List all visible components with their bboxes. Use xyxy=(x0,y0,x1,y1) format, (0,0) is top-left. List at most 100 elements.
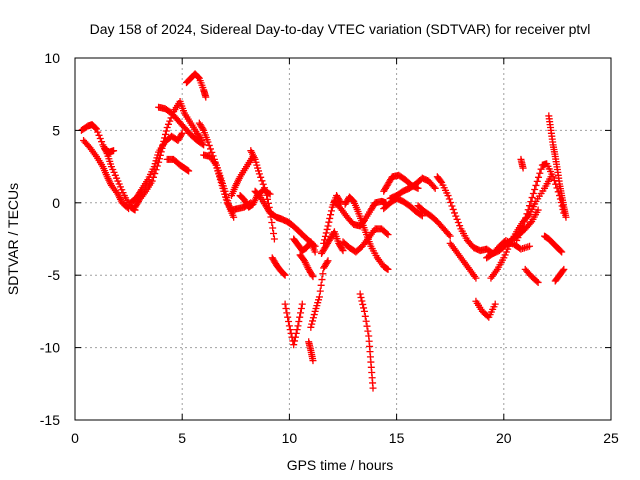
x-tick-label: 0 xyxy=(71,430,79,446)
data-point xyxy=(255,170,263,178)
data-point xyxy=(524,206,532,214)
data-point xyxy=(327,207,335,215)
data-point xyxy=(185,167,193,175)
data-point xyxy=(549,173,557,181)
series-arc5 xyxy=(155,103,208,149)
data-point xyxy=(327,211,335,219)
data-point xyxy=(323,258,331,266)
data-point xyxy=(418,212,426,220)
data-point xyxy=(320,239,328,247)
data-point xyxy=(265,189,273,197)
data-point xyxy=(456,222,464,230)
data-point xyxy=(339,247,347,255)
data-point xyxy=(321,232,329,240)
x-tick-label: 25 xyxy=(603,430,619,446)
data-point xyxy=(431,184,439,192)
data-point xyxy=(526,242,534,250)
data-point xyxy=(281,300,289,308)
data-point xyxy=(338,245,346,253)
series-arc26 xyxy=(356,290,377,392)
series-arc15 xyxy=(268,254,289,279)
data-point xyxy=(295,318,303,326)
series-arc16 xyxy=(281,300,306,349)
data-point xyxy=(363,322,371,330)
data-point xyxy=(384,265,392,273)
data-point xyxy=(292,329,300,337)
data-point xyxy=(298,300,306,308)
data-point xyxy=(270,229,278,237)
data-point xyxy=(414,184,422,192)
data-point xyxy=(163,124,171,132)
series-arc29 xyxy=(380,194,426,220)
data-point xyxy=(325,218,333,226)
data-point xyxy=(450,209,458,217)
data-point xyxy=(266,190,274,198)
data-point xyxy=(316,287,324,295)
data-point xyxy=(384,231,392,239)
series-arc10 xyxy=(200,151,238,221)
data-point xyxy=(202,93,210,101)
data-point xyxy=(291,333,299,341)
data-point xyxy=(284,313,292,321)
data-point xyxy=(270,235,278,243)
data-points xyxy=(77,70,570,392)
data-point xyxy=(198,140,206,148)
data-point xyxy=(280,270,288,278)
series-arc8 xyxy=(182,70,210,101)
data-point xyxy=(309,357,317,365)
data-point xyxy=(281,271,289,279)
y-tick-labels: 10 5 0 -5 -10 -15 xyxy=(40,50,60,428)
data-point xyxy=(311,248,319,256)
data-point xyxy=(94,128,102,136)
data-point xyxy=(293,326,301,334)
data-point xyxy=(321,236,329,244)
data-point xyxy=(207,145,215,153)
data-point xyxy=(364,327,372,335)
data-point xyxy=(162,127,170,135)
data-point xyxy=(526,219,534,227)
data-point xyxy=(223,194,231,202)
data-point xyxy=(164,120,172,128)
data-point xyxy=(446,232,454,240)
data-point xyxy=(562,213,570,221)
y-axis-label: SDTVAR / TECUs xyxy=(5,183,21,295)
data-point xyxy=(178,129,186,137)
series-arc28 xyxy=(386,174,439,202)
data-point xyxy=(317,281,325,289)
data-point xyxy=(166,117,174,125)
grid xyxy=(75,58,611,420)
x-tick-label: 10 xyxy=(282,430,298,446)
data-point xyxy=(358,297,366,305)
y-tick-label: -10 xyxy=(40,340,60,356)
data-point xyxy=(449,205,457,213)
data-point xyxy=(268,218,276,226)
series-arc31 xyxy=(446,239,480,282)
data-point xyxy=(294,322,302,330)
data-point xyxy=(522,214,530,222)
x-tick-label: 5 xyxy=(178,430,186,446)
series-arc7 xyxy=(163,155,193,175)
data-point xyxy=(535,173,543,181)
data-point xyxy=(383,229,391,237)
data-point xyxy=(125,205,133,213)
data-point xyxy=(92,125,100,133)
data-point xyxy=(224,197,232,205)
data-point xyxy=(437,177,445,185)
series-arc14 xyxy=(251,187,319,250)
data-point xyxy=(323,225,331,233)
data-point xyxy=(445,231,453,239)
data-point xyxy=(357,293,365,301)
data-point xyxy=(444,192,452,200)
y-tick-label: -5 xyxy=(48,267,61,283)
data-point xyxy=(533,277,541,285)
data-point xyxy=(161,130,169,138)
data-point xyxy=(282,305,290,313)
data-point xyxy=(324,257,332,265)
data-point xyxy=(454,218,462,226)
data-point xyxy=(307,323,315,331)
data-point xyxy=(205,141,213,149)
data-point xyxy=(308,320,316,328)
data-point xyxy=(308,271,316,279)
x-tick-label: 15 xyxy=(389,430,405,446)
